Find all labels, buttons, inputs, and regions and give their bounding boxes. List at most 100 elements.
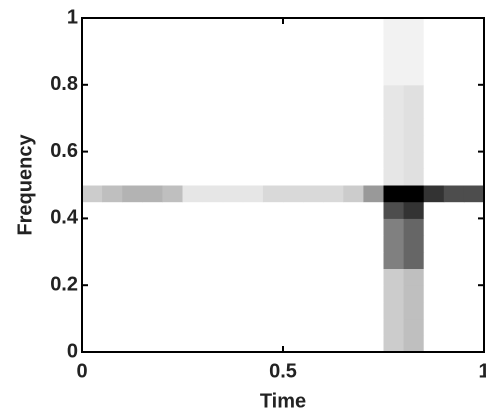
heatmap-cell bbox=[162, 201, 183, 219]
heatmap-cell bbox=[262, 268, 284, 286]
heatmap-cell bbox=[102, 34, 123, 52]
heatmap-cell bbox=[242, 218, 264, 236]
heatmap-cell bbox=[383, 134, 405, 153]
heatmap-cell bbox=[222, 201, 244, 219]
heatmap-cell bbox=[283, 134, 304, 153]
heatmap-cell bbox=[303, 34, 324, 52]
heatmap-cell bbox=[423, 84, 445, 102]
heatmap-cell bbox=[122, 18, 143, 36]
heatmap-cell bbox=[262, 218, 284, 236]
heatmap-cell bbox=[142, 118, 163, 136]
heatmap-cell bbox=[423, 68, 445, 86]
heatmap-cell bbox=[323, 168, 344, 186]
heatmap-cell bbox=[202, 318, 224, 336]
heatmap-cell bbox=[182, 235, 204, 253]
heatmap-cell bbox=[142, 84, 163, 102]
heatmap-cell bbox=[363, 285, 384, 303]
y-tick-label: 0.8 bbox=[50, 73, 78, 95]
heatmap-cell bbox=[82, 51, 103, 69]
heatmap-cell bbox=[162, 301, 183, 320]
heatmap-cell bbox=[363, 101, 384, 119]
heatmap-cell bbox=[343, 235, 364, 253]
heatmap-cell bbox=[162, 335, 183, 353]
heatmap-cell bbox=[262, 68, 284, 86]
heatmap-cell bbox=[303, 168, 324, 186]
heatmap-cell bbox=[202, 218, 224, 236]
heatmap-cell bbox=[162, 235, 183, 253]
heatmap-cell bbox=[182, 51, 204, 69]
heatmap-cell bbox=[283, 218, 304, 236]
heatmap-cell bbox=[403, 285, 425, 303]
heatmap-cell bbox=[303, 335, 324, 353]
heatmap-cell bbox=[82, 201, 103, 219]
heatmap-cell bbox=[222, 68, 244, 86]
heatmap-cell bbox=[303, 118, 324, 136]
heatmap-cell bbox=[363, 251, 384, 269]
heatmap-cell bbox=[383, 51, 405, 69]
heatmap-cell bbox=[122, 134, 143, 153]
heatmap-cell bbox=[323, 218, 344, 236]
heatmap-cell bbox=[182, 18, 204, 36]
heatmap-cell bbox=[283, 101, 304, 119]
heatmap-cell bbox=[403, 151, 425, 169]
heatmap-cell bbox=[403, 34, 425, 52]
heatmap-cell bbox=[142, 235, 163, 253]
heatmap-cell bbox=[82, 134, 103, 153]
heatmap-cell bbox=[423, 185, 445, 203]
heatmap-cell bbox=[102, 151, 123, 169]
heatmap-cell bbox=[383, 235, 405, 253]
heatmap-cell bbox=[182, 218, 204, 236]
heatmap-cell bbox=[443, 168, 465, 186]
heatmap-cell bbox=[102, 51, 123, 69]
heatmap-cell bbox=[403, 251, 425, 269]
heatmap-cell bbox=[222, 151, 244, 169]
heatmap-cell bbox=[363, 301, 384, 320]
heatmap-cell bbox=[343, 301, 364, 320]
heatmap-cell bbox=[463, 285, 485, 303]
heatmap-cell bbox=[242, 318, 264, 336]
heatmap-cell bbox=[343, 84, 364, 102]
heatmap-cell bbox=[122, 335, 143, 353]
y-axis-label: Frequency bbox=[14, 134, 36, 236]
heatmap-cell bbox=[142, 201, 163, 219]
heatmap-cell bbox=[122, 101, 143, 119]
heatmap-cell bbox=[222, 118, 244, 136]
heatmap-cell bbox=[343, 134, 364, 153]
heatmap-cell bbox=[102, 335, 123, 353]
heatmap-cell bbox=[242, 18, 264, 36]
heatmap-cell bbox=[303, 201, 324, 219]
heatmap-cell bbox=[182, 201, 204, 219]
heatmap-cell bbox=[222, 51, 244, 69]
heatmap-cell bbox=[463, 68, 485, 86]
heatmap-cell bbox=[222, 18, 244, 36]
heatmap-cell bbox=[162, 285, 183, 303]
heatmap-cell bbox=[222, 168, 244, 186]
heatmap-cell bbox=[162, 218, 183, 236]
heatmap-cell bbox=[102, 134, 123, 153]
heatmap-cell bbox=[363, 168, 384, 186]
heatmap-cell bbox=[242, 134, 264, 153]
heatmap-cell bbox=[283, 34, 304, 52]
heatmap-cell bbox=[363, 151, 384, 169]
heatmap-cell bbox=[182, 285, 204, 303]
heatmap-cell bbox=[303, 18, 324, 36]
heatmap-cell bbox=[403, 84, 425, 102]
heatmap-cell bbox=[343, 201, 364, 219]
heatmap-cell bbox=[343, 34, 364, 52]
heatmap-cell bbox=[343, 285, 364, 303]
heatmap-cell bbox=[443, 301, 465, 320]
heatmap-cell bbox=[242, 84, 264, 102]
heatmap-cell bbox=[202, 18, 224, 36]
heatmap-cell bbox=[122, 151, 143, 169]
heatmap-cell bbox=[363, 318, 384, 336]
heatmap-cell bbox=[162, 185, 183, 203]
heatmap-cell bbox=[82, 268, 103, 286]
heatmap-cell bbox=[122, 285, 143, 303]
heatmap-cell bbox=[182, 84, 204, 102]
heatmap-cell bbox=[423, 235, 445, 253]
heatmap-cell bbox=[463, 151, 485, 169]
heatmap-cell bbox=[383, 68, 405, 86]
heatmap-cell bbox=[142, 18, 163, 36]
heatmap-cell bbox=[343, 268, 364, 286]
